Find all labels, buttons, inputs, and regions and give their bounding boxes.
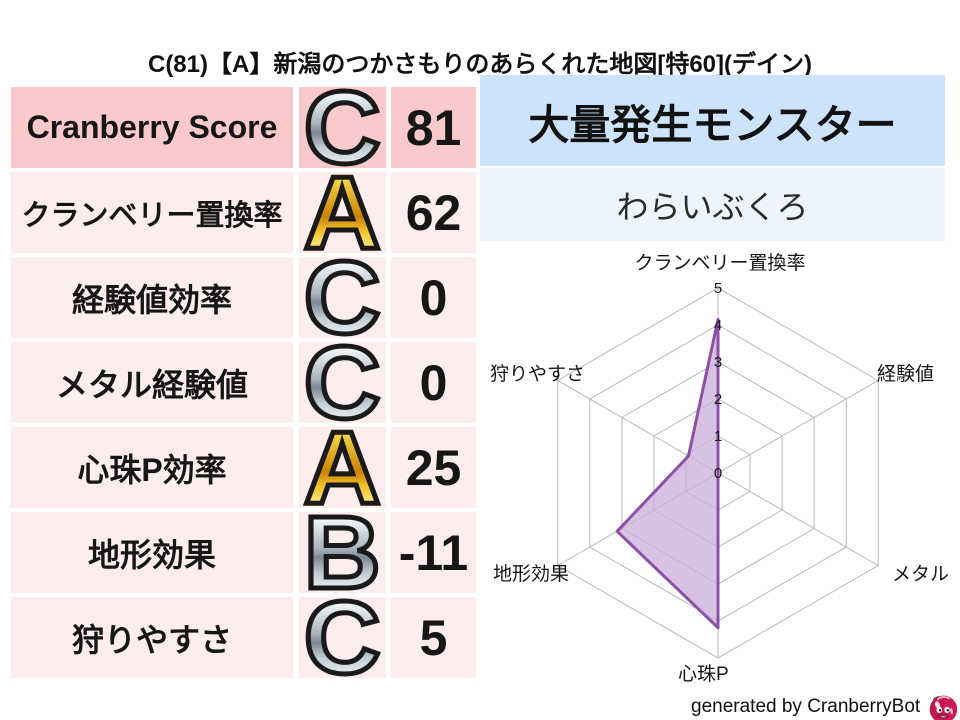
svg-text:1: 1 bbox=[714, 428, 722, 445]
svg-text:4: 4 bbox=[714, 317, 722, 334]
svg-text:3: 3 bbox=[714, 354, 722, 371]
svg-text:5: 5 bbox=[714, 280, 722, 297]
svg-text:2: 2 bbox=[714, 391, 722, 408]
svg-text:0: 0 bbox=[714, 465, 722, 482]
